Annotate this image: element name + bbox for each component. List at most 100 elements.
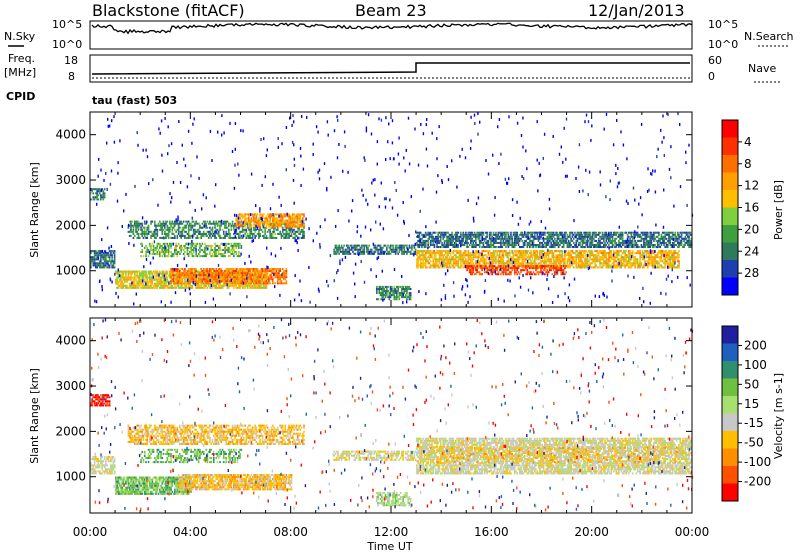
range-cell [443, 258, 446, 261]
range-cell [490, 233, 492, 236]
range-cell [286, 236, 289, 239]
range-cell [437, 264, 440, 267]
range-cell [510, 235, 512, 238]
range-cell [604, 246, 606, 249]
range-cell [295, 217, 298, 220]
range-cell [466, 235, 468, 238]
range-cell [273, 219, 275, 222]
range-cell [228, 280, 230, 283]
range-cell [159, 276, 161, 279]
range-cell [618, 244, 620, 247]
range-cell [421, 233, 423, 236]
range-cell [293, 232, 295, 235]
range-cell [215, 278, 218, 281]
range-cell [169, 276, 171, 279]
range-cell [278, 274, 280, 277]
range-cell [250, 223, 253, 226]
range-cell [228, 236, 230, 239]
range-cell [478, 241, 481, 244]
range-cell [338, 244, 340, 247]
range-cell [389, 285, 392, 288]
range-cell [256, 278, 259, 281]
range-cell [256, 213, 259, 216]
range-cell [140, 228, 142, 231]
range-cell [497, 260, 500, 263]
range-cell [480, 239, 482, 242]
range-cell [240, 213, 243, 216]
range-cell [233, 276, 235, 279]
range-cell [143, 284, 146, 287]
range-cell [162, 228, 165, 231]
range-cell [551, 239, 554, 242]
range-cell [201, 286, 204, 289]
range-cell [569, 235, 571, 238]
range-cell [175, 278, 177, 281]
range-cell [295, 221, 298, 224]
range-cell [286, 225, 289, 228]
range-cell [344, 250, 347, 253]
range-cell [388, 246, 391, 249]
range-cell [103, 188, 106, 191]
range-cell [107, 254, 110, 257]
range-cell [192, 234, 195, 237]
range-cell [260, 221, 263, 224]
range-cell [166, 272, 169, 275]
range-cell [264, 226, 266, 229]
range-cell [468, 244, 471, 247]
range-cell [291, 228, 294, 231]
range-cell [295, 219, 298, 222]
range-cell [303, 225, 305, 228]
range-cell [391, 285, 393, 288]
range-cell [444, 252, 447, 255]
range-cell [536, 237, 539, 240]
range-cell [611, 246, 614, 249]
range-cell [283, 278, 285, 281]
range-cell [663, 241, 665, 244]
range-cell [401, 246, 403, 249]
range-cell [273, 282, 275, 285]
range-cell [175, 282, 177, 285]
range-cell [421, 244, 423, 247]
range-cell [338, 252, 340, 255]
range-cell [363, 248, 366, 251]
range-cell [482, 260, 485, 263]
range-cell [280, 280, 283, 283]
range-cell [685, 239, 688, 242]
range-cell [432, 266, 435, 269]
range-cell [274, 274, 277, 277]
range-cell [547, 239, 550, 242]
range-cell [452, 235, 455, 238]
range-cell [154, 228, 156, 231]
range-cell [527, 231, 530, 234]
range-cell [447, 246, 450, 249]
range-cell [288, 215, 290, 218]
range-cell [165, 228, 167, 231]
range-cell [132, 236, 135, 239]
range-cell [561, 239, 564, 242]
range-cell [167, 226, 170, 229]
range-cell [408, 285, 411, 288]
range-cell [643, 241, 645, 244]
range-cell [549, 231, 551, 234]
range-cell [487, 262, 490, 265]
range-cell [570, 231, 572, 234]
range-cell [685, 237, 688, 240]
range-cell [398, 246, 401, 249]
range-cell [180, 234, 182, 237]
range-cell [130, 272, 132, 275]
range-cell [631, 244, 634, 247]
range-cell [653, 239, 655, 242]
range-cell [186, 232, 189, 235]
range-cell [185, 246, 187, 249]
range-cell [511, 244, 514, 247]
range-cell [451, 264, 453, 267]
range-cell [552, 244, 555, 247]
range-cell [491, 239, 493, 242]
range-cell [152, 274, 155, 277]
frequency-trace [91, 62, 690, 75]
range-cell [135, 230, 137, 233]
range-cell [240, 284, 243, 287]
range-cell [462, 256, 465, 259]
range-cell [204, 286, 206, 289]
range-cell [138, 236, 141, 239]
